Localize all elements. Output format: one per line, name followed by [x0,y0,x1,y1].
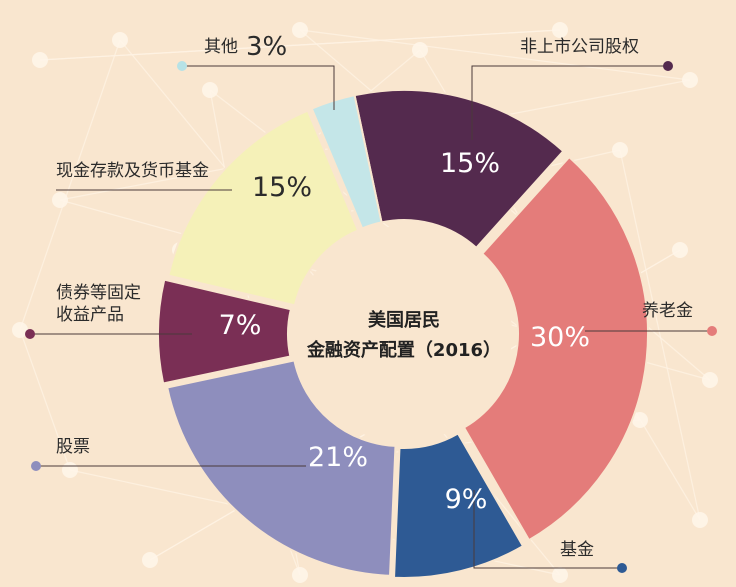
network-node [52,192,68,208]
category-label-0: 非上市公司股权 [520,37,639,57]
network-line [39,29,561,61]
slice-5 [167,109,360,307]
slice-1 [462,155,649,542]
slice-value-5: 15% [252,172,312,203]
network-node [62,462,78,478]
slice-value-4: 7% [219,310,262,341]
leader-dot-6 [177,61,187,71]
center-title-line-1: 美国居民 [368,309,440,331]
network-node [672,242,688,258]
leader-line-6 [182,65,335,110]
leader-dot-2 [617,563,627,573]
slice-value-1: 30% [530,322,590,353]
leader-lines [25,61,717,573]
network-node [682,72,698,88]
slice-2 [392,432,525,579]
category-label-2: 基金 [560,540,594,560]
center-title: 美国居民 金融资产配置（2016） [296,226,512,442]
network-node [12,322,28,338]
network-line [19,329,71,471]
donut-slices [157,89,649,579]
network-node [692,512,708,528]
slice-value-2: 9% [445,484,488,515]
category-label-5: 现金存款及货币基金 [56,161,209,181]
donut-hole [296,226,512,442]
network-line [619,149,701,521]
slice-3 [166,359,397,577]
category-label-1: 养老金 [642,301,693,321]
network-node [702,372,718,388]
leader-line-2 [473,490,622,569]
leader-dot-0 [663,61,673,71]
slice-value-6: 3% [246,32,287,62]
network-node [552,567,568,583]
network-line [19,39,121,331]
network-line [299,29,691,81]
category-label-4-1: 收益产品 [56,305,124,325]
network-node [32,52,48,68]
network-node [612,142,628,158]
network-node [142,552,158,568]
slice-value-3: 21% [308,442,368,473]
category-label-3: 股票 [56,437,90,457]
slice-0 [353,89,565,250]
leader-line-0 [471,65,668,140]
category-label-6: 其他 [204,37,238,57]
leader-dot-3 [31,461,41,471]
category-label-4-0: 债券等固定 [56,283,141,303]
network-node [202,82,218,98]
network-node [552,22,568,38]
slice-4 [157,278,293,385]
slice-value-0: 15% [440,148,500,179]
slice-6 [310,94,383,230]
leader-dot-4 [25,329,35,339]
network-node [112,32,128,48]
network-node [412,42,428,58]
leader-dot-1 [707,326,717,336]
center-title-line-2: 金融资产配置（2016） [306,339,501,361]
network-node [292,567,308,583]
network-node [632,412,648,428]
network-node [292,22,308,38]
